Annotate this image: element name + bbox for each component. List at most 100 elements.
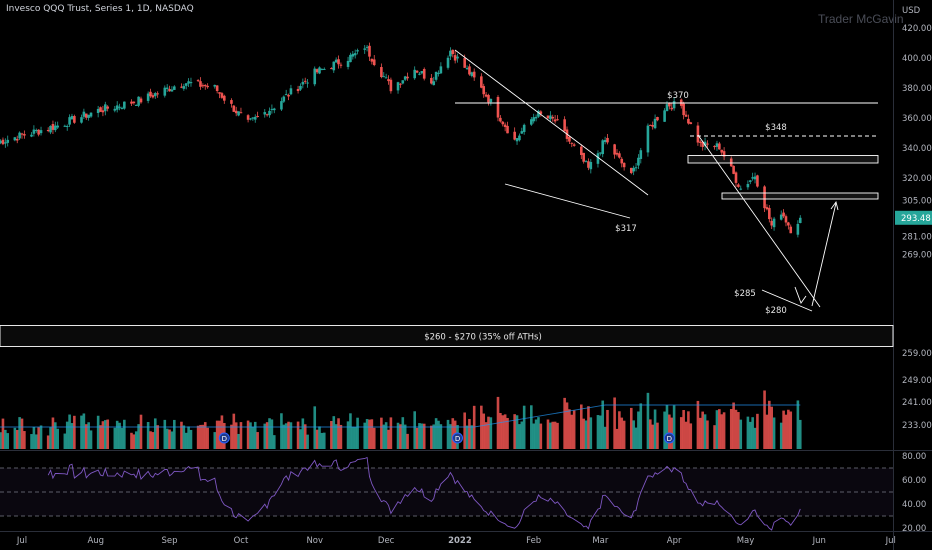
candle-body — [537, 110, 540, 117]
volume-bar — [706, 420, 709, 449]
volume-bar — [306, 434, 309, 449]
volume-bar — [206, 427, 209, 449]
candle-body — [203, 84, 207, 87]
volume-bar — [104, 420, 107, 449]
candle-body — [587, 161, 590, 168]
candle-body — [299, 85, 302, 90]
volume-bar — [570, 414, 574, 449]
candle-body — [115, 105, 119, 110]
candle-body — [506, 125, 509, 134]
candle-body — [515, 138, 519, 142]
volume-bar — [163, 419, 167, 449]
candle-body — [639, 150, 643, 159]
volume-bar — [487, 416, 490, 449]
candle-body — [615, 152, 619, 155]
candle-body — [556, 119, 559, 121]
candle-body — [87, 114, 90, 118]
volume-bar — [418, 423, 421, 449]
volume-bar — [106, 419, 109, 449]
candle-body — [63, 125, 67, 127]
volume-bar — [649, 419, 652, 449]
time-axis-tick: Oct — [234, 536, 249, 546]
time-axis-tick: Sep — [162, 536, 178, 546]
volume-bar — [6, 433, 10, 449]
volume-bar — [563, 397, 566, 449]
volume-bar — [470, 425, 474, 449]
volume-bar — [299, 429, 302, 449]
volume-bar — [765, 414, 769, 449]
candle-body — [73, 116, 76, 123]
candle-body — [437, 72, 440, 74]
candle-body — [539, 111, 543, 114]
volume-bar — [756, 413, 759, 449]
wedge1-upper-line — [454, 49, 649, 196]
volume-bar — [189, 429, 193, 449]
volume-bar — [365, 419, 369, 449]
candle-body — [65, 126, 69, 128]
candle-body — [668, 102, 671, 107]
volume-bar — [784, 414, 788, 449]
volume-bar — [746, 416, 750, 449]
volume-bar — [330, 421, 333, 449]
volume-bar — [134, 431, 138, 449]
volume-bar — [518, 424, 521, 449]
volume-bar — [73, 415, 76, 449]
candle-body — [37, 129, 40, 135]
candle-body — [589, 161, 593, 170]
candle-body — [737, 184, 740, 187]
rsi-line — [47, 456, 801, 531]
candle-body — [223, 95, 226, 101]
candle-body — [6, 139, 10, 143]
candle-body — [268, 110, 271, 116]
wedge2-lower-line — [761, 289, 813, 312]
candle-body — [399, 83, 402, 85]
wedge2-upper-line — [697, 134, 821, 308]
candle-body — [301, 81, 305, 85]
volume-bar — [234, 422, 238, 449]
candle-body — [346, 60, 350, 67]
candle-body — [123, 101, 126, 109]
candle-body — [363, 48, 367, 50]
volume-bar — [337, 418, 340, 449]
volume-bar — [699, 417, 702, 449]
candle-body — [256, 115, 259, 117]
volume-bar — [270, 419, 274, 449]
candle-body — [270, 108, 274, 110]
volume-bar — [768, 400, 771, 449]
candle-body — [68, 117, 71, 125]
volume-bar — [615, 428, 619, 449]
candle-body — [634, 167, 638, 169]
volume-bar — [303, 424, 307, 449]
candle-body — [563, 119, 566, 132]
price-axis-tick: 281.00 — [902, 233, 932, 243]
dividend-marker-label: D — [222, 435, 227, 443]
volume-bar — [120, 427, 124, 449]
volume-bar — [332, 416, 336, 449]
level-label-370: $370 — [667, 91, 689, 101]
candle-body — [549, 115, 552, 120]
volume-bar — [170, 431, 174, 449]
volume-bar — [368, 419, 371, 449]
candle-body — [101, 110, 105, 113]
volume-bar — [601, 400, 605, 449]
candle-body — [449, 50, 452, 57]
volume-bar — [251, 426, 255, 449]
candle-body — [339, 64, 343, 66]
volume-bar — [606, 409, 609, 449]
volume-bar — [384, 422, 388, 449]
volume-bar — [468, 418, 471, 449]
candle-body — [182, 86, 186, 89]
volume-bar — [551, 421, 555, 449]
candle-body — [768, 208, 771, 220]
volume-bar — [253, 421, 257, 449]
volume-bar — [789, 411, 793, 449]
candle-body — [39, 130, 43, 134]
volume-bar — [506, 417, 509, 449]
candle-body — [770, 220, 773, 226]
candle-body — [353, 53, 357, 56]
candle-body — [613, 144, 616, 155]
volume-bar — [84, 424, 88, 449]
volume-bar — [439, 424, 443, 449]
volume-bar — [63, 433, 67, 449]
